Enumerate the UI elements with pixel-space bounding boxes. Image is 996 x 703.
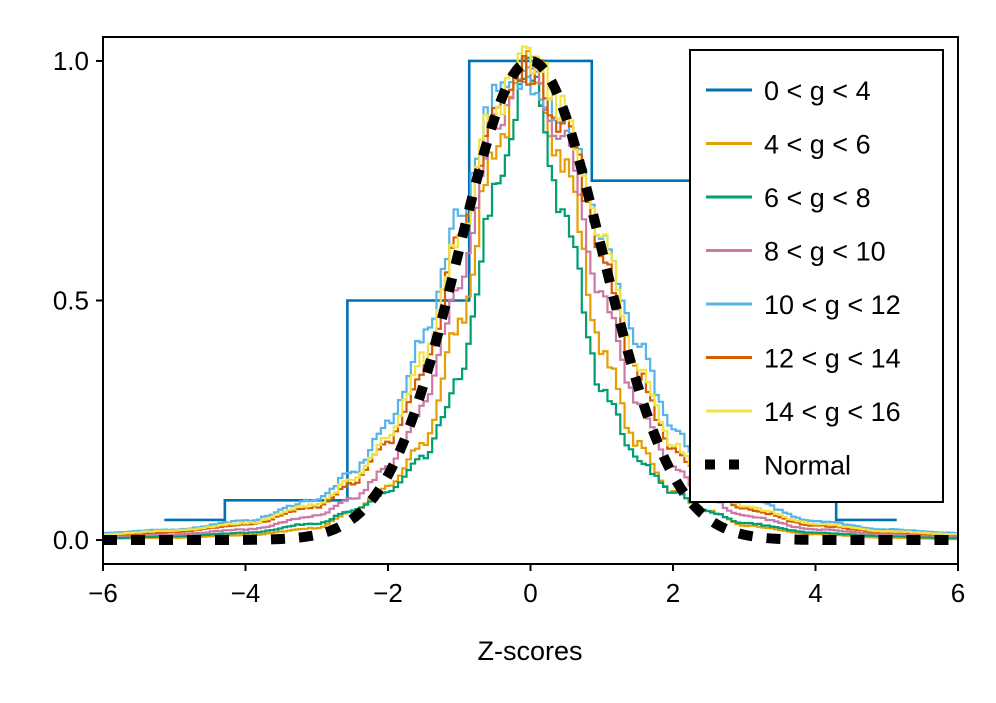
x-axis-label: Z-scores (477, 636, 582, 666)
series-line-12-g-14 (103, 54, 958, 537)
y-axis-ticks: 0.0 0.5 1.0 (53, 46, 103, 555)
legend-label: 8 < g < 10 (764, 237, 886, 267)
legend: 0 < g < 4 4 < g < 6 6 < g < 8 8 < g < 10 10 … (689, 49, 944, 503)
legend-label: 4 < g < 6 (764, 130, 871, 160)
series-layer (103, 45, 958, 546)
x-tick-label: 6 (951, 578, 965, 608)
x-tick-label: −4 (231, 578, 261, 608)
series-line-6-g-8 (103, 56, 958, 540)
legend-label: Normal (764, 451, 851, 481)
legend-label: 0 < g < 4 (764, 76, 871, 106)
x-tick-label: 0 (523, 578, 537, 608)
y-tick-label: 0.0 (53, 525, 89, 555)
series-line-10-g-12 (103, 69, 958, 535)
x-tick-label: 4 (808, 578, 822, 608)
x-tick-label: −6 (88, 578, 118, 608)
legend-label: 14 < g < 16 (764, 397, 901, 427)
legend-label: 6 < g < 8 (764, 183, 871, 213)
legend-box (689, 49, 944, 503)
x-tick-label: −2 (373, 578, 403, 608)
x-tick-label: 2 (666, 578, 680, 608)
legend-label: 12 < g < 14 (764, 344, 901, 374)
legend-label: 10 < g < 12 (764, 290, 901, 320)
x-axis-ticks: −6 −4 −2 0 2 4 6 (88, 564, 965, 608)
y-tick-label: 1.0 (53, 46, 89, 76)
series-line-14-g-16 (103, 45, 958, 536)
y-tick-label: 0.5 (53, 286, 89, 316)
series-line-normal (103, 55, 958, 546)
